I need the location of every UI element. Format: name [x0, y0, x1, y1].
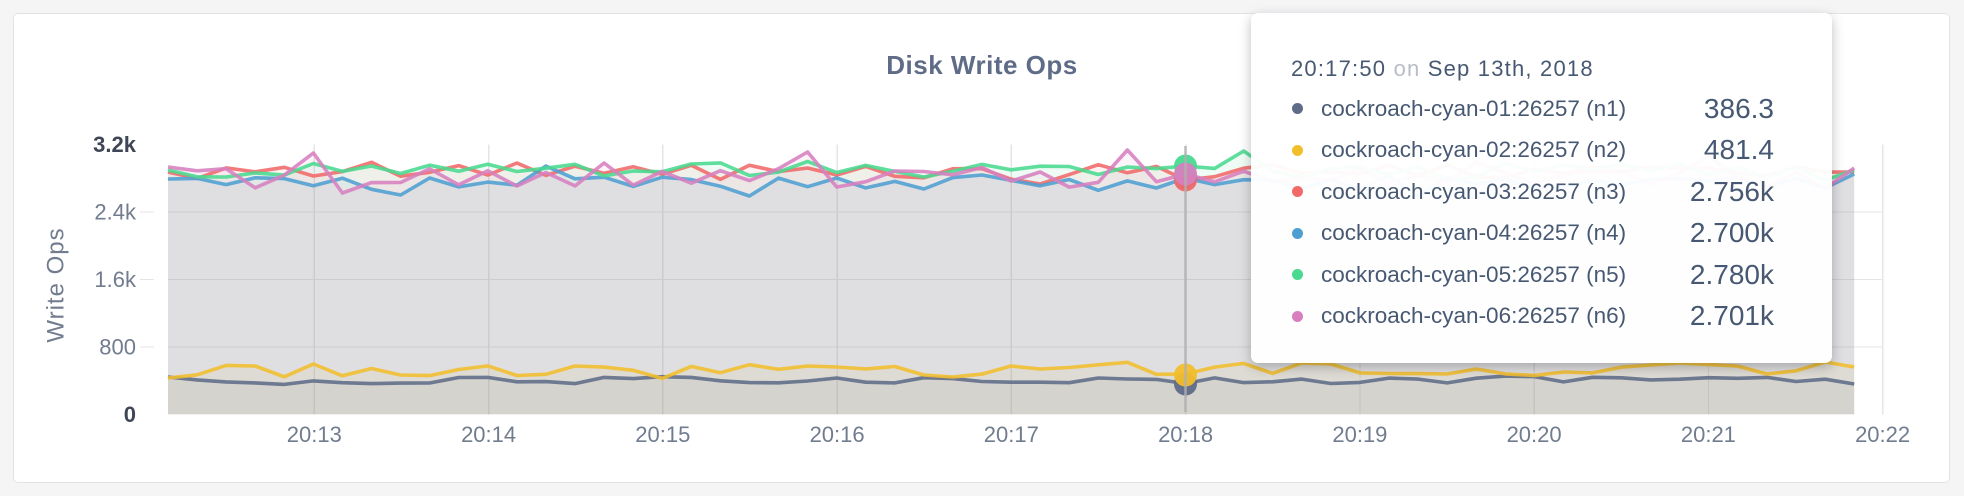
svg-text:20:22: 20:22: [1855, 422, 1910, 447]
svg-text:3.2k: 3.2k: [93, 132, 137, 157]
svg-text:20:18: 20:18: [1158, 422, 1213, 447]
svg-text:20:20: 20:20: [1507, 422, 1562, 447]
svg-text:20:14: 20:14: [461, 422, 516, 447]
svg-text:Write Ops: Write Ops: [43, 227, 70, 342]
svg-text:0: 0: [124, 402, 136, 427]
svg-text:20:15: 20:15: [635, 422, 690, 447]
svg-text:2.4k: 2.4k: [94, 199, 137, 224]
svg-text:20:13: 20:13: [287, 422, 342, 447]
svg-text:1.6k: 1.6k: [94, 267, 137, 292]
svg-text:20:19: 20:19: [1332, 422, 1387, 447]
svg-text:20:16: 20:16: [810, 422, 865, 447]
svg-text:20:21: 20:21: [1681, 422, 1736, 447]
svg-text:800: 800: [99, 334, 136, 359]
svg-text:20:17: 20:17: [984, 422, 1039, 447]
